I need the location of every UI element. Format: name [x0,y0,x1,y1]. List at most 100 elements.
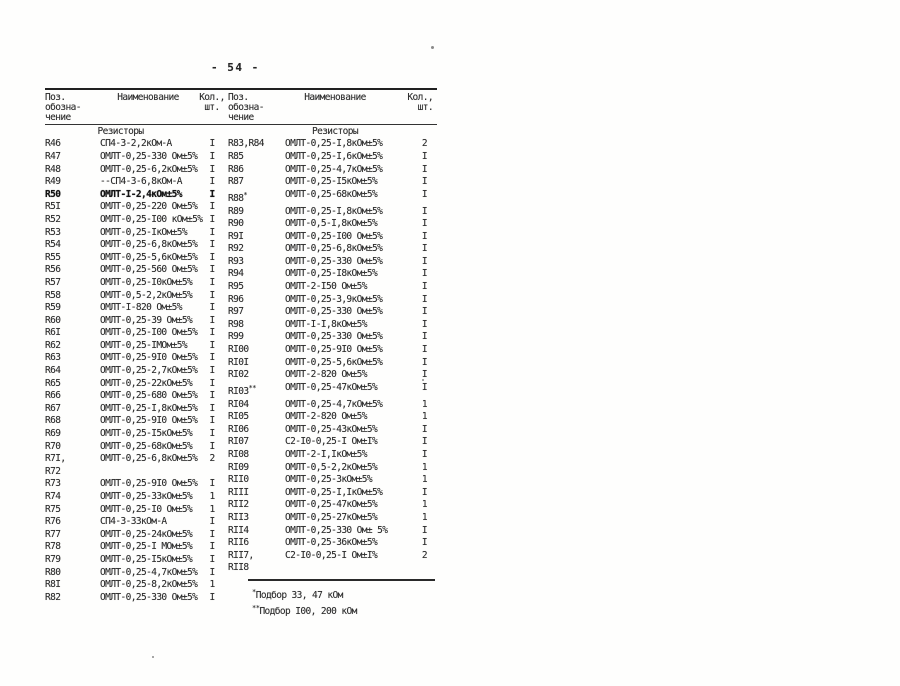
pos-cell: R69 [45,428,61,440]
table-row: R79 ОМЛТ-0,25-I5кОм±5% I [45,554,228,567]
qty-cell: I [421,150,428,162]
table-row: R80 ОМЛТ-0,25-4,7кОм±5% I [45,567,228,580]
table-row: R7I, R72 ОМЛТ-0,25-6,8кОм±5% 2 [45,453,228,478]
table-row: RII4 ОМЛТ-0,25-330 Ом± 5% I [228,525,437,538]
resistor-table: Поз. обозна- чение Наименование Кол., шт… [45,88,437,619]
name-cell: СП4-3-2,2кОм-А [100,138,172,150]
pos-cell: R65 [45,377,61,389]
pos-cell: R59 [45,302,61,314]
name-cell: ОМЛТ-0,25-IкОм±5% [100,226,188,238]
pos-cell: R87 [228,176,244,188]
name-cell: ОМЛТ-0,25-27кОм±5% [285,511,378,523]
name-cell: ОМЛТ-0,25-22кОм±5% [100,377,193,389]
name-cell: ОМЛТ-0,25-9I0 Ом±5% [285,344,383,356]
footnotes: *Подбор 33, 47 кОм **Подбор I00, 200 кОм [228,586,437,619]
qty-cell: 1 [209,503,215,515]
name-cell: ОМЛТ-0,25-6,8кОм±5% [285,243,383,255]
qty-cell: I [209,138,215,150]
pos-cell: R54 [45,239,61,251]
pos-cell: RI05 [228,411,249,423]
qty-cell: I [421,306,428,318]
qty-cell: I [209,201,215,213]
pos-cell: R90 [228,218,244,230]
name-cell: ОМЛТ-0,25-560 Ом±5% [100,264,198,276]
table-row: R77 ОМЛТ-0,25-24кОм±5% I [45,529,228,542]
qty-cell: I [209,541,215,553]
qty-cell: 1 [421,411,428,423]
table-row: R92 ОМЛТ-0,25-6,8кОм±5% I [228,243,437,256]
qty-cell: I [421,448,428,460]
qty-cell: I [209,428,215,440]
name-cell: ОМЛТ-0,25-I5кОм±5% [100,428,193,440]
table-row: R99 ОМЛТ-0,25-330 Ом±5% I [228,331,437,344]
pos-cell: R64 [45,365,61,377]
table-row: R97 ОМЛТ-0,25-330 Ом±5% I [228,306,437,319]
table-row: R68 ОМЛТ-0,25-9I0 Ом±5% I [45,415,228,428]
name-cell: ОМЛТ-0,25-3,9кОм±5% [285,293,383,305]
table-row: R8I ОМЛТ-0,25-8,2кОм±5% 1 [45,579,228,592]
section-title: Резисторы [97,126,144,138]
name-cell: ОМЛТ-0,25-I,8кОм±5% [100,402,198,414]
name-cell: ОМЛТ-0,25-I00 Ом±5% [100,327,198,339]
table-row: RI07 С2-I0-0,25-I Ом±I% I [228,436,437,449]
qty-cell: I [421,486,428,498]
pos-cell: RI02 [228,369,249,381]
table-row: R82 ОМЛТ-0,25-330 Ом±5% I [45,592,228,605]
qty-cell: I [209,553,215,565]
name-cell: ОМЛТ-0,25-4,7кОм±5% [100,566,198,578]
table-row: R64 ОМЛТ-0,25-2,7кОм±5% I [45,365,228,378]
qty-cell: I [421,436,428,448]
table-row: RI04 ОМЛТ-0,25-4,7кОм±5% 1 [228,399,437,412]
table-row: R74 ОМЛТ-0,25-33кОм±5% 1 [45,491,228,504]
qty-cell: I [209,516,215,528]
table-row: R95 ОМЛТ-2-I50 Ом±5% I [228,281,437,294]
pos-cell: RI07 [228,436,249,448]
table-row: R85 ОМЛТ-0,25-I,6кОм±5% I [228,151,437,164]
pos-cell: R95 [228,281,244,293]
qty-cell: I [421,218,428,230]
name-cell: ОМЛТ-0,5-2,2кОм±5% [285,461,378,473]
table-row: R50 ОМЛТ-I-2,4кОм±5% I [45,189,228,202]
qty-cell: I [421,230,428,242]
qty-cell: 2 [421,138,428,150]
qty-cell: I [209,314,215,326]
qty-cell: I [209,239,215,251]
name-cell: ОМЛТ-0,25-3кОм±5% [285,474,373,486]
qty-cell: 1 [209,491,215,503]
name-cell: ОМЛТ-0,25-43кОм±5% [285,423,378,435]
name-cell: ОМЛТ-0,25-I,IкОм±5% [285,486,383,498]
qty-cell: I [209,566,215,578]
qty-cell: I [209,365,215,377]
qty-cell: 2 [209,453,215,465]
table-row: RI03** ОМЛТ-0,25-47кОм±5% I [228,382,437,399]
qty-cell: I [209,327,215,339]
qty-cell: I [209,176,215,188]
name-cell: ОМЛТ-0,25-33кОм±5% [100,491,193,503]
pos-cell: R92 [228,243,244,255]
pos-cell: RII3 [228,511,249,523]
name-cell: ОМЛТ-0,25-I МОм±5% [100,541,193,553]
table-row: R5I ОМЛТ-0,25-220 Ом±5% I [45,201,228,214]
name-cell: ОМЛТ-0,25-I0кОм±5% [100,276,193,288]
scan-speck [152,656,154,658]
pos-cell: R68 [45,415,61,427]
pos-cell: R9I [228,230,244,242]
table-row: R87 ОМЛТ-0,25-I5кОм±5% I [228,176,437,189]
footnote: *Подбор 33, 47 кОм [252,587,343,602]
qty-cell: I [209,352,215,364]
table-row: R62 ОМЛТ-0,25-IМОм±5% I [45,340,228,353]
table-top-rule [45,88,437,90]
name-cell: ОМЛТ-0,25-330 Ом±5% [285,331,383,343]
pos-cell: RII4 [228,524,249,536]
qty-cell: I [421,163,428,175]
pos-cell: R53 [45,226,61,238]
pos-cell: R57 [45,276,61,288]
col-header-name: Наименование [117,92,179,103]
name-cell: ОМЛТ-0,5-I,8кОм±5% [285,218,378,230]
pos-cell: R8I [45,579,61,591]
table-row: RII7, RII8 С2-I0-0,25-I Ом±I% 2 [228,550,437,575]
pos-cell: R46 [45,138,61,150]
pos-cell: R85 [228,150,244,162]
table-row: R75 ОМЛТ-0,25-I0 Ом±5% 1 [45,504,228,517]
table-row: RI06 ОМЛТ-0,25-43кОм±5% I [228,424,437,437]
